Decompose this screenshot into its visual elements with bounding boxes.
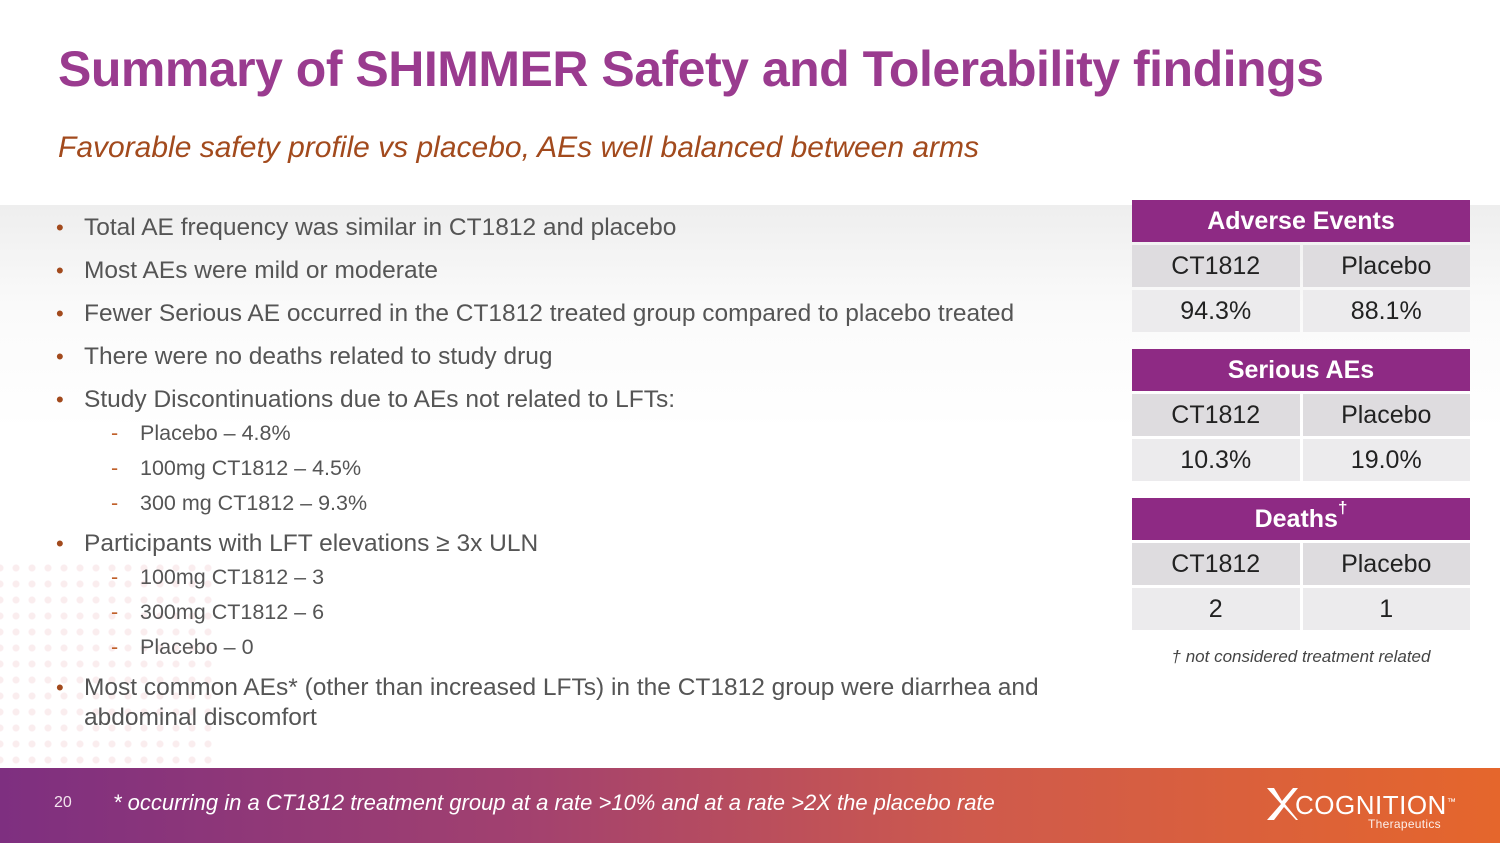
finding-text: Study Discontinuations due to AEs not re…	[84, 386, 676, 413]
finding-text: Fewer Serious AE occurred in the CT1812 …	[84, 300, 1015, 327]
finding-item: Study Discontinuations due to AEs not re…	[54, 385, 1124, 516]
table-header: Serious AEs	[1132, 349, 1470, 391]
sub-item: Placebo – 4.8%	[84, 420, 1124, 446]
finding-item: Most common AEs* (other than increased L…	[54, 673, 1124, 733]
finding-text: Total AE frequency was similar in CT1812…	[84, 214, 677, 241]
page-number: 20	[54, 794, 72, 811]
column-label-placebo: Placebo	[1302, 394, 1470, 436]
value-ct1812: 2	[1132, 588, 1300, 630]
finding-item: Fewer Serious AE occurred in the CT1812 …	[54, 299, 1124, 329]
value-ct1812: 10.3%	[1132, 439, 1300, 481]
serious-aes-table: Serious AEs CT1812 Placebo 10.3% 19.0%	[1132, 349, 1470, 481]
dagger-mark: †	[1337, 498, 1348, 517]
column-label-ct1812: CT1812	[1132, 394, 1300, 436]
table-title: Deaths	[1254, 505, 1338, 533]
lft-elevations-sublist: 100mg CT1812 – 3 300mg CT1812 – 6 Placeb…	[84, 564, 1124, 660]
finding-text: Participants with LFT elevations ≥ 3x UL…	[84, 530, 539, 557]
value-ct1812: 94.3%	[1132, 290, 1300, 332]
table-header: Deaths†	[1132, 498, 1470, 540]
logo-name: COGNITION	[1295, 790, 1447, 820]
deaths-table: Deaths† CT1812 Placebo 2 1	[1132, 498, 1470, 630]
logo-trademark: ™	[1446, 796, 1457, 807]
company-logo: COGNITION™ Therapeutics	[1265, 784, 1465, 834]
table-value-row: 94.3% 88.1%	[1132, 290, 1470, 332]
finding-item: There were no deaths related to study dr…	[54, 342, 1124, 372]
table-label-row: CT1812 Placebo	[1132, 394, 1470, 436]
x-mark-icon	[1267, 788, 1298, 820]
adverse-events-table: Adverse Events CT1812 Placebo 94.3% 88.1…	[1132, 200, 1470, 332]
finding-text: Most common AEs* (other than increased L…	[84, 674, 1039, 731]
table-label-row: CT1812 Placebo	[1132, 245, 1470, 287]
value-placebo: 88.1%	[1302, 290, 1470, 332]
value-placebo: 19.0%	[1302, 439, 1470, 481]
sub-item: 300 mg CT1812 – 9.3%	[84, 490, 1124, 516]
column-label-placebo: Placebo	[1302, 245, 1470, 287]
column-label-ct1812: CT1812	[1132, 543, 1300, 585]
sub-item: 100mg CT1812 – 3	[84, 564, 1124, 590]
findings-list: Total AE frequency was similar in CT1812…	[54, 213, 1124, 746]
table-header: Adverse Events	[1132, 200, 1470, 242]
table-value-row: 10.3% 19.0%	[1132, 439, 1470, 481]
column-label-placebo: Placebo	[1302, 543, 1470, 585]
table-footnote: † not considered treatment related	[1171, 647, 1431, 666]
finding-item: Participants with LFT elevations ≥ 3x UL…	[54, 529, 1124, 660]
finding-text: There were no deaths related to study dr…	[84, 343, 553, 370]
table-value-row: 2 1	[1132, 588, 1470, 630]
sub-item: 300mg CT1812 – 6	[84, 599, 1124, 625]
sub-item: 100mg CT1812 – 4.5%	[84, 455, 1124, 481]
slide-title: Summary of SHIMMER Safety and Tolerabili…	[58, 41, 1324, 97]
table-label-row: CT1812 Placebo	[1132, 543, 1470, 585]
sub-item: Placebo – 0	[84, 634, 1124, 660]
finding-item: Total AE frequency was similar in CT1812…	[54, 213, 1124, 243]
discontinuations-sublist: Placebo – 4.8% 100mg CT1812 – 4.5% 300 m…	[84, 420, 1124, 516]
table-title: Adverse Events	[1207, 207, 1395, 235]
finding-text: Most AEs were mild or moderate	[84, 257, 439, 284]
footer-bar: 20 * occurring in a CT1812 treatment gro…	[0, 768, 1500, 843]
finding-item: Most AEs were mild or moderate	[54, 256, 1124, 286]
column-label-ct1812: CT1812	[1132, 245, 1300, 287]
logo-wordmark: COGNITION™	[1295, 790, 1456, 821]
logo-subtext: Therapeutics	[1368, 817, 1441, 831]
value-placebo: 1	[1302, 588, 1470, 630]
slide-subtitle: Favorable safety profile vs placebo, AEs…	[58, 131, 980, 164]
footer-footnote: * occurring in a CT1812 treatment group …	[113, 790, 995, 815]
table-title: Serious AEs	[1227, 356, 1375, 384]
